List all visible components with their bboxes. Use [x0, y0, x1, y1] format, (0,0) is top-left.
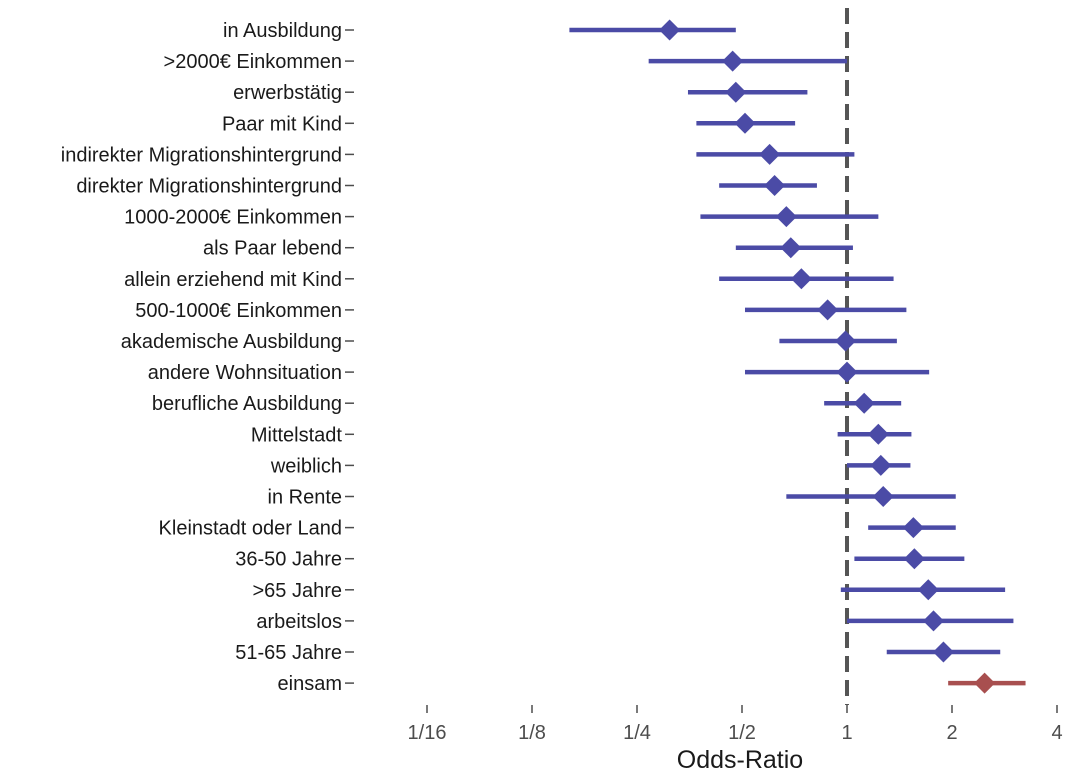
category-label: als Paar lebend — [203, 238, 342, 260]
point-marker — [764, 175, 786, 196]
category-label: in Rente — [268, 487, 343, 509]
x-axis-title: Odds-Ratio — [677, 746, 803, 773]
category-label: indirekter Migrationshintergrund — [61, 144, 342, 166]
point-marker — [722, 50, 744, 72]
point-marker — [836, 361, 858, 383]
point-marker — [853, 392, 875, 414]
point-marker — [759, 143, 781, 165]
category-label: Kleinstadt oder Land — [159, 518, 342, 540]
category-label: 1000-2000€ Einkommen — [124, 207, 342, 229]
point-marker — [734, 112, 756, 134]
category-label: direkter Migrationshintergrund — [76, 176, 342, 198]
category-label: allein erziehend mit Kind — [124, 269, 342, 291]
category-label: erwerbstätig — [233, 82, 342, 104]
point-marker — [872, 486, 894, 507]
point-marker — [903, 548, 925, 570]
category-label: Mittelstadt — [251, 424, 343, 446]
point-markers — [659, 19, 996, 694]
x-tick-label: 1/16 — [408, 722, 447, 744]
point-marker — [817, 299, 839, 321]
point-marker — [867, 423, 889, 445]
point-marker — [834, 330, 856, 352]
point-marker — [780, 237, 802, 259]
point-marker — [932, 641, 954, 663]
x-tick-label: 2 — [946, 722, 957, 744]
x-tick-label: 4 — [1051, 722, 1062, 744]
point-marker — [790, 268, 812, 290]
category-label: >2000€ Einkommen — [164, 51, 342, 73]
category-label: akademische Ausbildung — [121, 331, 342, 353]
category-label: 500-1000€ Einkommen — [135, 300, 342, 322]
x-tick-label: 1 — [841, 722, 852, 744]
category-label: >65 Jahre — [252, 580, 342, 602]
point-marker — [725, 81, 747, 103]
category-label: arbeitslos — [256, 611, 342, 633]
point-marker — [870, 454, 892, 476]
category-label: weiblich — [270, 455, 342, 477]
category-label: 36-50 Jahre — [235, 549, 342, 571]
point-marker — [775, 206, 797, 228]
category-label: einsam — [278, 673, 342, 695]
point-marker — [922, 610, 944, 632]
category-label: Paar mit Kind — [222, 113, 342, 135]
point-marker — [902, 517, 924, 539]
category-labels: in Ausbildung >2000€ Einkommen erwerbstäti… — [61, 20, 343, 695]
x-tick-label: 1/2 — [728, 722, 756, 744]
point-marker — [917, 579, 939, 601]
category-label: in Ausbildung — [223, 20, 342, 42]
point-marker — [659, 19, 681, 41]
category-label: 51-65 Jahre — [235, 642, 342, 664]
error-bars — [569, 27, 1026, 686]
x-tick-label: 1/8 — [518, 722, 546, 744]
category-label: andere Wohnsituation — [148, 362, 342, 384]
x-axis-ticks — [426, 705, 1058, 713]
x-tick-label: 1/4 — [623, 722, 651, 744]
y-axis-ticks — [345, 29, 354, 684]
x-axis-tick-labels: 1/16 1/8 1/4 1/2 1 2 4 — [408, 722, 1063, 744]
point-marker — [974, 672, 996, 694]
category-label: berufliche Ausbildung — [152, 393, 342, 415]
